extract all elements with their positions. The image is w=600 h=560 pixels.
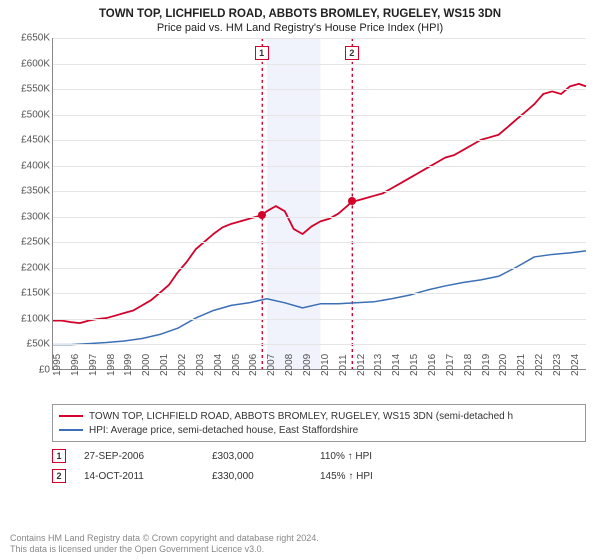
chart-title-secondary: Price paid vs. HM Land Registry's House … [10,22,590,34]
legend-label: HPI: Average price, semi-detached house,… [89,425,358,436]
y-axis: £0£50K£100K£150K£200K£250K£300K£350K£400… [10,38,52,370]
x-axis: 1995199619971998199920002001200220032004… [52,370,586,398]
event-date: 14-OCT-2011 [84,471,194,482]
event-marker-box: 1 [52,449,66,463]
footer-line-1: Contains HM Land Registry data © Crown c… [10,533,319,545]
gridline-horizontal [53,319,586,320]
legend-swatch [59,415,83,417]
gridline-horizontal [53,64,586,65]
legend-item: HPI: Average price, semi-detached house,… [59,423,579,437]
event-marker-flag: 2 [345,46,359,60]
gridline-horizontal [53,89,586,90]
y-tick-label: £0 [10,365,50,376]
y-tick-label: £200K [10,262,50,273]
y-tick-label: £600K [10,58,50,69]
event-table: 1 27-SEP-2006 £303,000 110% ↑ HPI 2 14-OCT-20… [52,446,586,486]
y-tick-label: £500K [10,109,50,120]
y-tick-label: £300K [10,211,50,222]
event-date: 27-SEP-2006 [84,451,194,462]
x-tick-label: 2024 [570,354,596,376]
chart-title-primary: TOWN TOP, LICHFIELD ROAD, ABBOTS BROMLEY… [10,8,590,20]
event-row: 2 14-OCT-2011 £330,000 145% ↑ HPI [52,466,586,486]
y-tick-label: £400K [10,160,50,171]
gridline-horizontal [53,242,586,243]
gridline-horizontal [53,140,586,141]
event-row: 1 27-SEP-2006 £303,000 110% ↑ HPI [52,446,586,466]
y-tick-label: £450K [10,135,50,146]
y-tick-label: £650K [10,33,50,44]
legend-label: TOWN TOP, LICHFIELD ROAD, ABBOTS BROMLEY… [89,411,513,422]
event-point-dot [348,197,356,205]
legend-swatch [59,429,83,431]
event-price: £330,000 [212,471,302,482]
legend: TOWN TOP, LICHFIELD ROAD, ABBOTS BROMLEY… [52,404,586,442]
gridline-horizontal [53,38,586,39]
event-price: £303,000 [212,451,302,462]
gridline-horizontal [53,191,586,192]
chart-titles: TOWN TOP, LICHFIELD ROAD, ABBOTS BROMLEY… [10,8,590,34]
y-tick-label: £150K [10,288,50,299]
y-tick-label: £100K [10,313,50,324]
footer-line-2: This data is licensed under the Open Gov… [10,544,319,556]
plot-area [52,38,586,370]
y-tick-label: £550K [10,84,50,95]
y-tick-label: £350K [10,186,50,197]
event-marker-flag: 1 [255,46,269,60]
y-tick-label: £50K [10,339,50,350]
legend-item: TOWN TOP, LICHFIELD ROAD, ABBOTS BROMLEY… [59,409,579,423]
chart-area: £0 £50K £100K £150K £200K £250K £300K £350K £400… [10,38,590,398]
gridline-horizontal [53,115,586,116]
gridline-horizontal [53,293,586,294]
event-marker-box: 2 [52,469,66,483]
footer-attribution: Contains HM Land Registry data © Crown c… [10,533,319,556]
gridline-horizontal [53,268,586,269]
gridline-horizontal [53,166,586,167]
event-pct: 110% ↑ HPI [320,451,372,462]
gridline-horizontal [53,217,586,218]
event-point-dot [258,211,266,219]
event-pct: 145% ↑ HPI [320,471,373,482]
y-tick-label: £250K [10,237,50,248]
gridline-horizontal [53,344,586,345]
